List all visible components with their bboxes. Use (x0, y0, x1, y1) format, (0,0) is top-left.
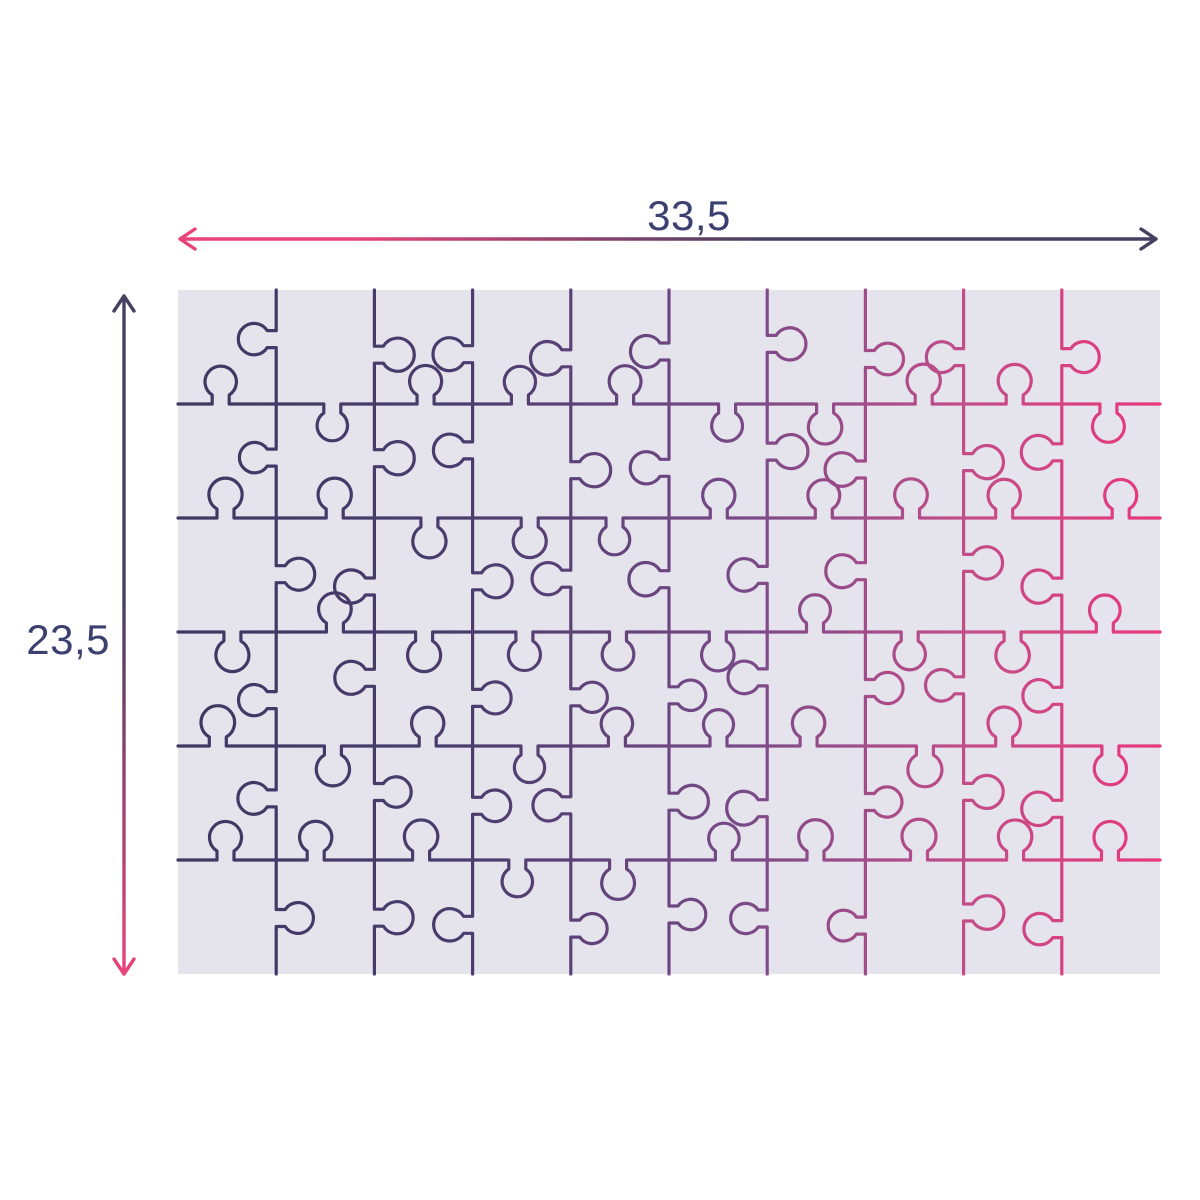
width-measure-arrow (178, 227, 1158, 251)
puzzle-cut-line (176, 591, 1162, 674)
height-measure-arrow (112, 294, 136, 976)
puzzle-cut-line (528, 288, 613, 976)
height-arrow-line-and-heads (112, 294, 136, 976)
puzzle-cut-line (923, 288, 1006, 976)
puzzle-grid-lines (176, 288, 1162, 976)
puzzle-cut-line (1019, 288, 1101, 976)
puzzle-cut-line (176, 704, 1162, 789)
height-dimension-label: 23,5 (26, 616, 110, 663)
puzzle-cut-line (823, 288, 906, 976)
puzzle-cut-line (332, 288, 416, 976)
puzzle-cut-line (236, 288, 317, 976)
width-dimension-label: 33,5 (647, 192, 731, 239)
puzzle-cut-line (176, 817, 1162, 902)
puzzle-cut-line (627, 288, 711, 976)
puzzle-cut-line (431, 288, 514, 976)
width-arrow-line-and-heads (178, 227, 1158, 251)
puzzle-cut-line (176, 362, 1162, 446)
puzzle-cut-line (725, 288, 810, 976)
puzzle-cut-line (176, 476, 1162, 560)
